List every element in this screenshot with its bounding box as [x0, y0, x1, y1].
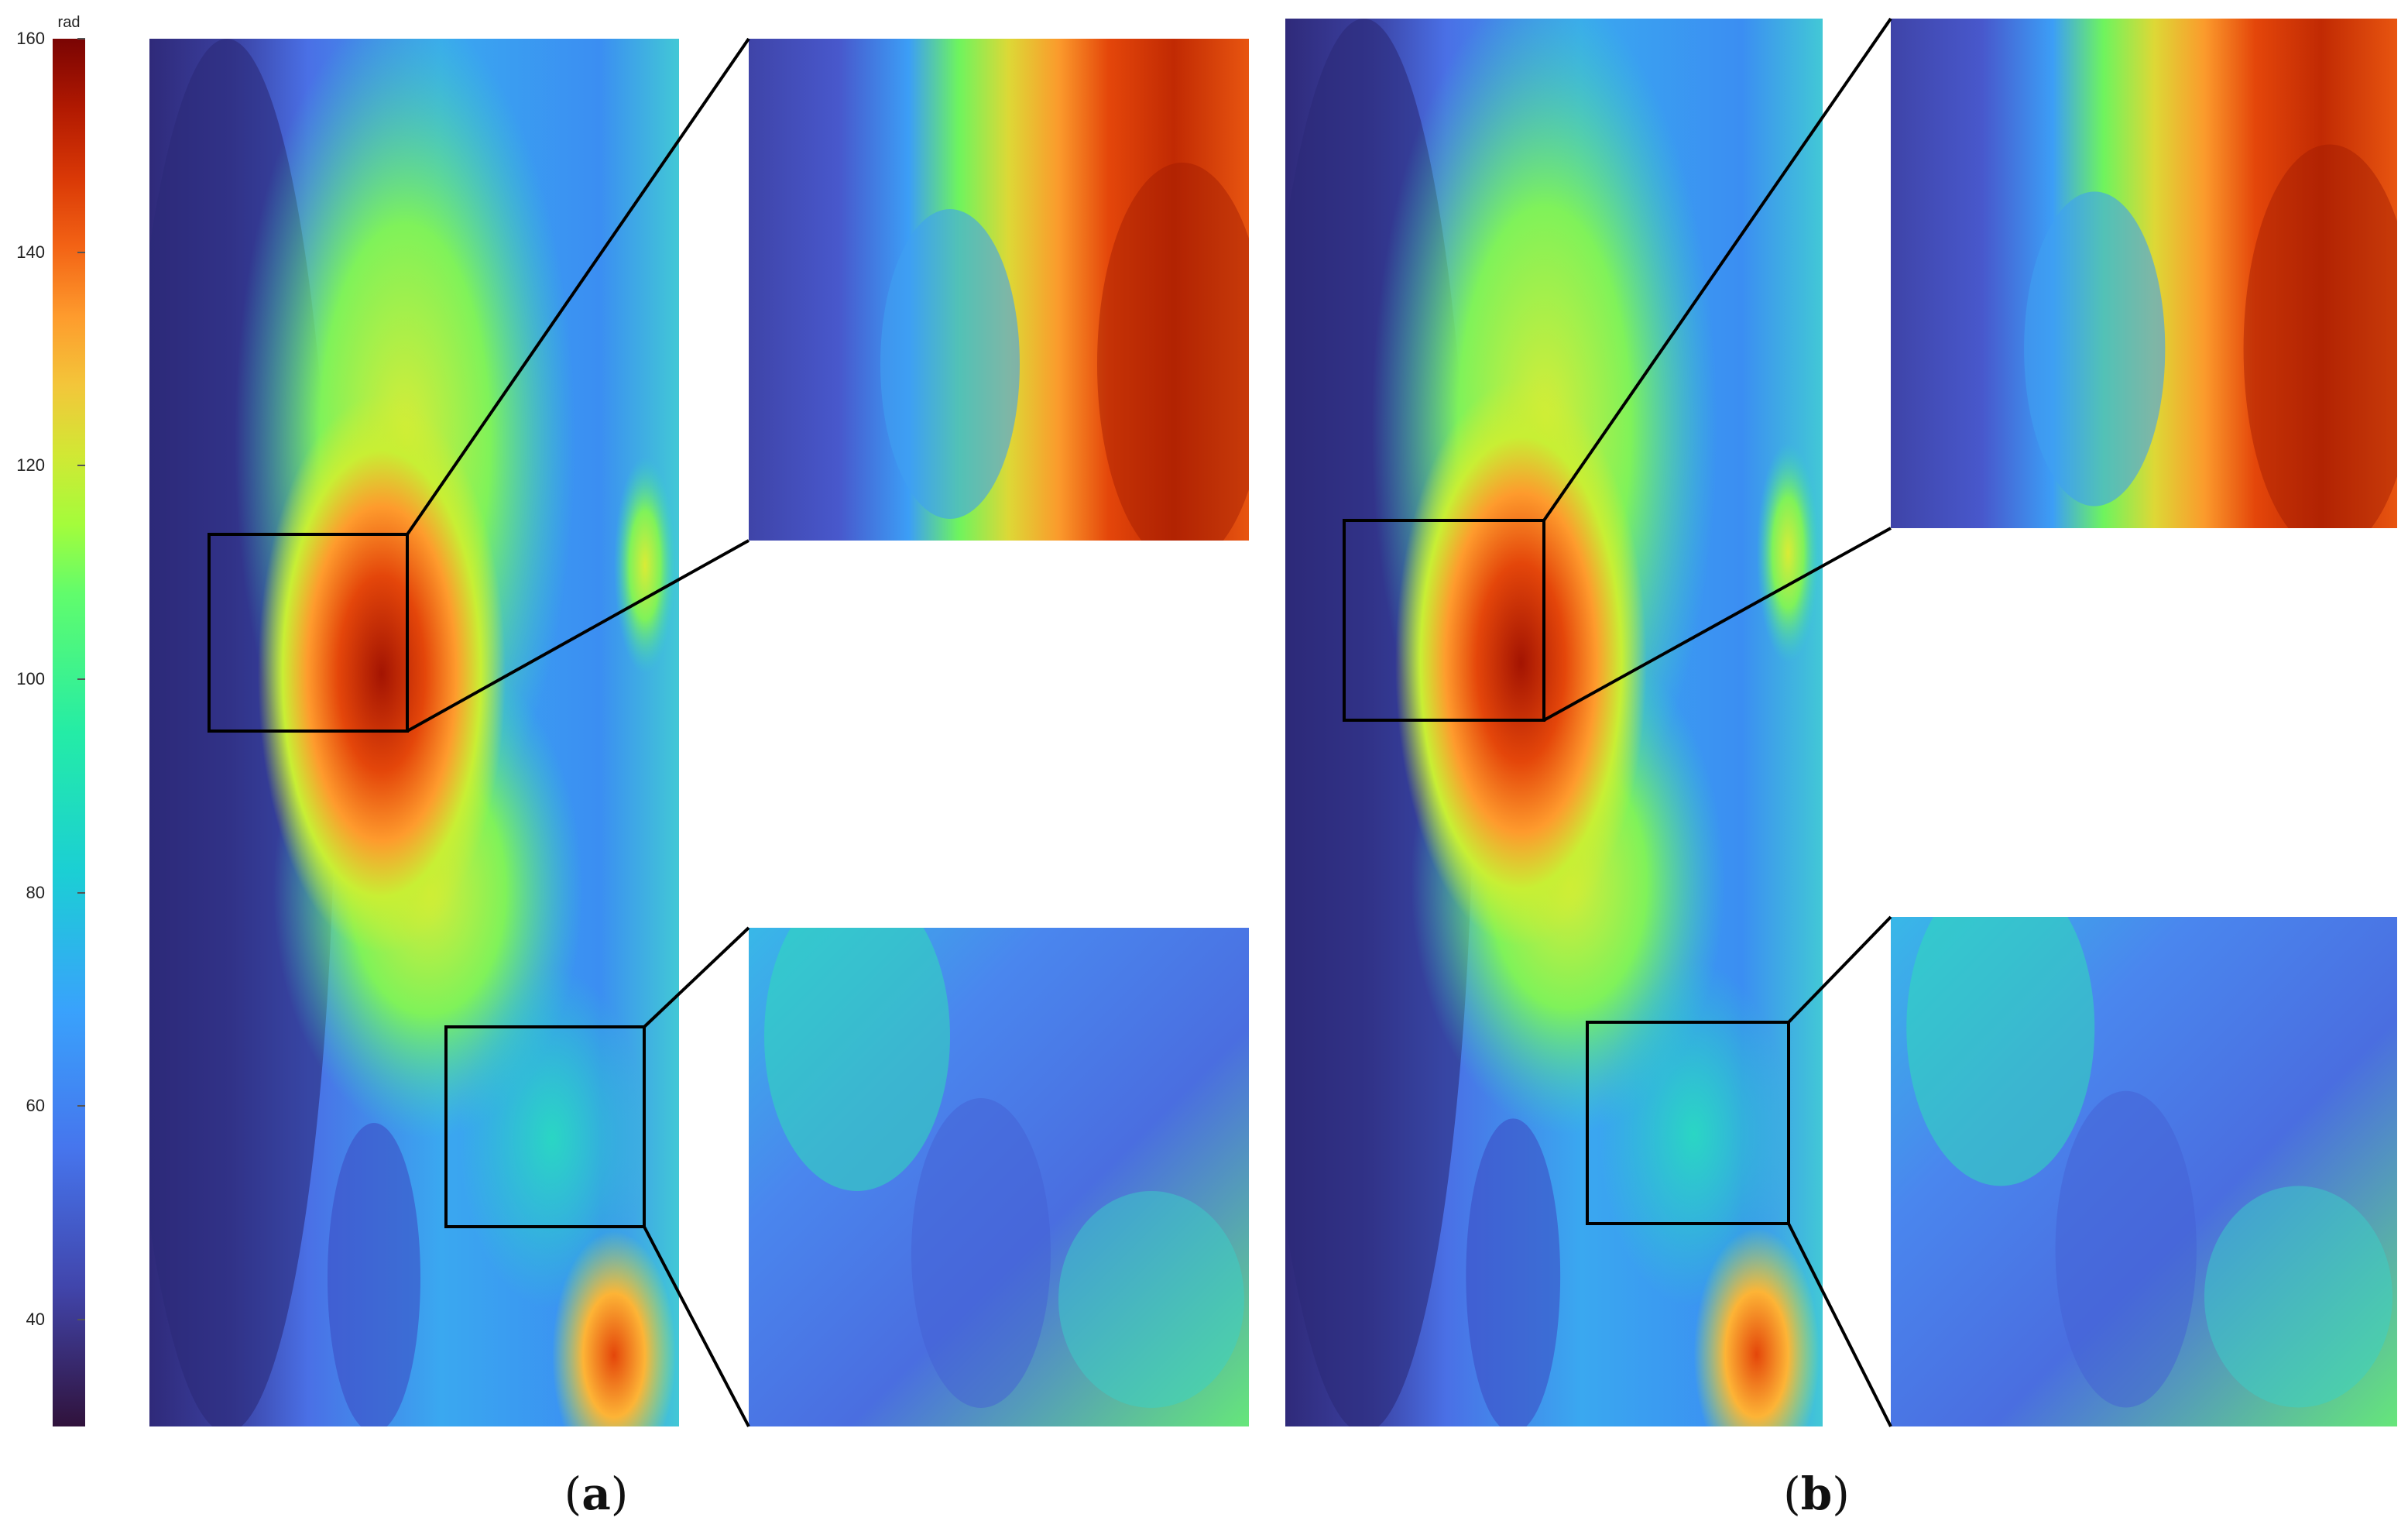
- colorbar-tick-mark: [77, 38, 85, 39]
- colorbar-tick-label: 140: [16, 242, 45, 262]
- panel-a-zoom-bottom: [749, 928, 1249, 1426]
- colorbar-tick-label: 80: [26, 882, 45, 902]
- panel-b-main-image: [1285, 19, 1823, 1426]
- colorbar-tick-label: 120: [16, 455, 45, 475]
- colorbar: [53, 39, 85, 1426]
- colorbar-tick-mark: [77, 251, 85, 253]
- colorbar-unit-label: rad: [57, 14, 81, 31]
- colorbar-tick-mark: [77, 1105, 85, 1107]
- colorbar-tick-mark: [77, 1319, 85, 1321]
- panel-a-label: (a): [564, 1468, 629, 1520]
- panel-a-main-image: [149, 39, 679, 1426]
- colorbar-tick-mark: [77, 465, 85, 467]
- colorbar-tick-label: 100: [16, 669, 45, 689]
- colorbar-tick-mark: [77, 891, 85, 894]
- colorbar-tick-label: 60: [26, 1096, 45, 1116]
- panel-b-zoom-bottom: [1891, 917, 2397, 1426]
- colorbar-tick-label: 160: [16, 29, 45, 48]
- colorbar-tick-mark: [77, 678, 85, 681]
- panel-b-zoom-top: [1891, 19, 2397, 528]
- panel-b-label: (b): [1783, 1468, 1850, 1520]
- panel-a-zoom-top: [749, 39, 1249, 541]
- colorbar-tick-label: 40: [26, 1310, 45, 1330]
